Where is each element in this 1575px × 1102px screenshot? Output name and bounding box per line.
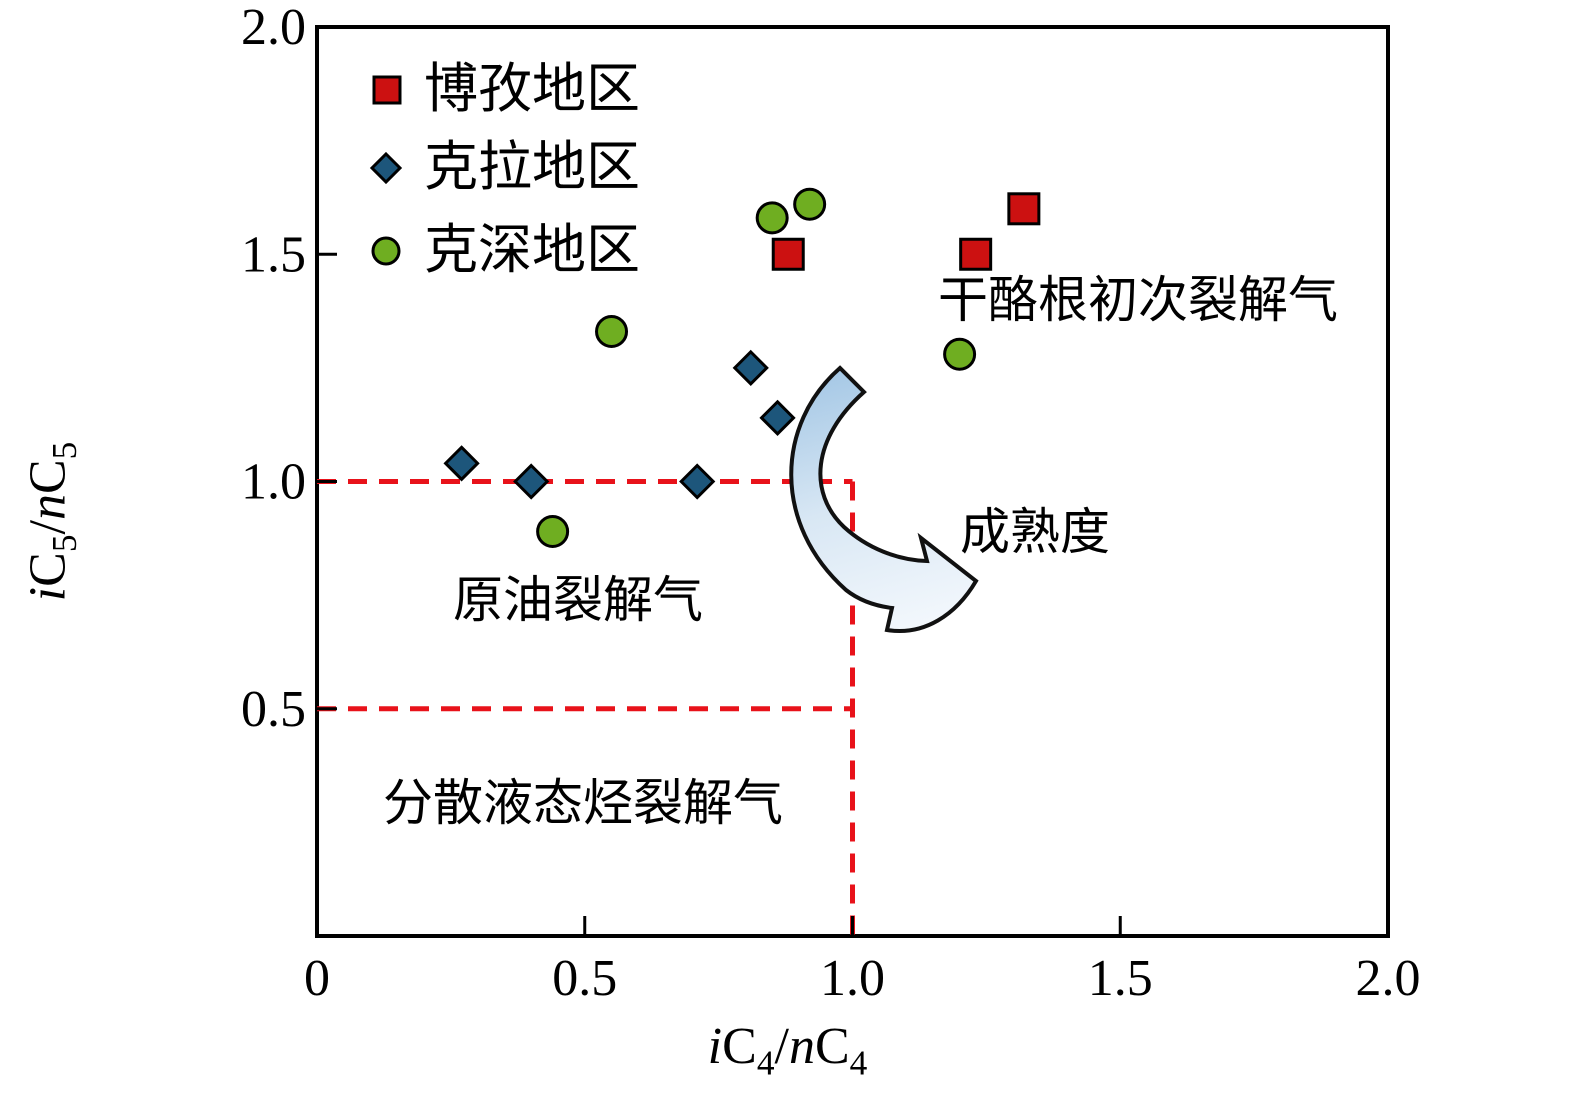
circle-point	[793, 187, 827, 221]
diamond-point	[679, 463, 716, 500]
y-tick-label: 1.0	[241, 454, 306, 511]
circle-point	[943, 337, 977, 371]
y-axis-title: iC5/nC5	[20, 171, 85, 871]
square-point	[959, 237, 993, 271]
x-tick-label: 0.5	[552, 950, 617, 1007]
annotation-kerogen-primary-cracking-gas: 干酪根初次裂解气	[938, 272, 1338, 328]
x-title-i: i	[707, 1018, 723, 1075]
y-tick-label: 1.5	[241, 226, 306, 283]
x-tick-label: 0	[304, 950, 330, 1007]
diamond-point	[443, 445, 480, 482]
y-title-sub1: 5	[43, 534, 84, 553]
square-point	[771, 237, 805, 271]
x-title-C1: C	[722, 1018, 757, 1075]
y-title-sub2: 5	[43, 441, 84, 460]
y-title-C2: C	[19, 459, 77, 495]
x-tick-label: 1.5	[1088, 950, 1153, 1007]
diamond-point	[513, 463, 550, 500]
legend-circle-icon	[371, 236, 401, 266]
diamond-point	[759, 399, 796, 436]
x-title-C2: C	[814, 1018, 850, 1075]
circle-point	[755, 201, 789, 235]
x-axis-title: iC4/nC4	[0, 1018, 1575, 1083]
diamond-point	[732, 349, 769, 386]
legend-item-bozi-label: 博孜地区	[424, 59, 640, 119]
x-title-slash: /	[774, 1018, 789, 1075]
annotation-dispersed-liquid-hc-cracking-gas: 分散液态烃裂解气	[383, 775, 783, 831]
maturity-arrow-icon	[789, 365, 979, 633]
x-title-n: n	[788, 1018, 815, 1075]
y-title-slash: /	[19, 520, 77, 535]
data-points	[443, 187, 1041, 548]
y-tick-label: 2.0	[241, 0, 306, 56]
legend-square-icon	[372, 75, 402, 105]
x-title-sub2: 4	[849, 1042, 868, 1083]
x-tick-label: 2.0	[1356, 950, 1421, 1007]
legend-markers	[369, 75, 403, 266]
legend-item-keshen-label: 克深地区	[424, 220, 640, 280]
y-title-i: i	[19, 586, 77, 602]
circle-point	[595, 315, 629, 349]
y-title-C1: C	[19, 552, 77, 587]
annotation-maturity: 成熟度	[960, 504, 1110, 560]
legend-diamond-icon	[369, 151, 403, 185]
y-title-n: n	[19, 494, 77, 521]
axis-tick-labels: 0 0.5 1.0 1.5 2.0 0.5 1.0 1.5 2.0	[241, 0, 1421, 1007]
axis-tick-marks	[317, 252, 1122, 936]
y-tick-label: 0.5	[241, 681, 306, 738]
x-title-sub1: 4	[756, 1042, 775, 1083]
legend-item-kela-label: 克拉地区	[424, 137, 640, 197]
circle-point	[536, 514, 570, 548]
annotation-crude-oil-cracking-gas: 原油裂解气	[453, 572, 703, 628]
square-point	[1007, 192, 1041, 226]
threshold-dashed-lines	[317, 479, 855, 936]
x-tick-label: 1.0	[820, 950, 885, 1007]
